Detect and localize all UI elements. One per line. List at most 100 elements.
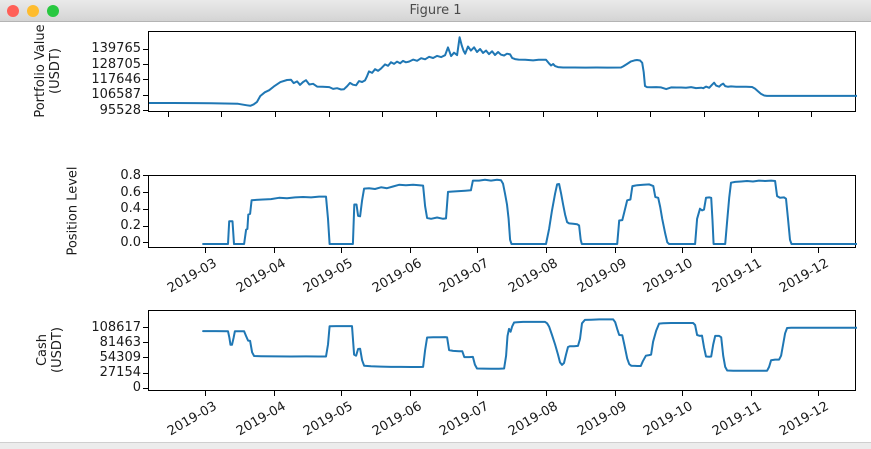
cash-x-tick-label: 2019-04	[233, 399, 289, 440]
portfolio-value-y-tick-label: 128705	[91, 56, 141, 72]
position-level-y-tick-mark	[143, 175, 148, 177]
cash-x-tick-mark	[681, 391, 683, 396]
position-level-y-tick-label: 0.4	[120, 201, 141, 217]
cash-x-tick-mark	[410, 391, 412, 396]
portfolio-axis-label-line1: Portfolio Value	[33, 24, 48, 118]
position-level-y-tick-label: 0.2	[120, 218, 141, 234]
cash-axis-label-line2: (USDT)	[50, 327, 65, 373]
portfolio-value-x-tick-mark	[650, 112, 652, 117]
position-level-x-tick-label: 2019-04	[233, 256, 289, 297]
position-level-y-tick-label: 0.6	[120, 184, 141, 200]
position-level-x-tick-mark	[205, 248, 207, 253]
position-level-x-tick-mark	[274, 248, 276, 253]
cash-x-tick-mark	[477, 391, 478, 396]
cash-axes	[148, 310, 857, 391]
cash-y-tick-mark	[143, 342, 148, 344]
portfolio-value-x-tick-mark	[274, 112, 276, 117]
portfolio-value-x-tick-mark	[382, 112, 384, 117]
window-titlebar: Figure 1	[0, 0, 871, 22]
position-level-x-tick-mark	[477, 248, 478, 253]
portfolio-value-y-tick-label: 95528	[99, 102, 141, 118]
cash-x-tick-mark	[750, 391, 752, 396]
cash-y-tick-label: 108617	[91, 319, 141, 335]
position-level-x-tick-mark	[615, 248, 617, 253]
portfolio-value-x-tick-mark	[811, 112, 813, 117]
position-level-x-tick-mark	[410, 248, 412, 253]
position-level-x-tick-label: 2019-11	[710, 256, 765, 297]
cash-y-tick-label: 0	[132, 380, 141, 396]
portfolio-value-line	[149, 36, 857, 107]
cash-axis-label: Cash (USDT)	[35, 327, 65, 373]
cash-x-tick-label: 2019-12	[777, 399, 832, 440]
position-level-x-tick-label: 2019-10	[641, 256, 696, 297]
portfolio-value-plot-area	[149, 36, 857, 107]
position-level-x-tick-label: 2019-03	[164, 256, 220, 297]
cash-x-tick-label: 2019-09	[574, 399, 630, 440]
position-level-y-tick-mark	[143, 225, 148, 227]
position-level-x-tick-label: 2019-08	[505, 256, 561, 297]
cash-x-tick-label: 2019-11	[710, 399, 765, 440]
portfolio-value-x-tick-mark	[435, 112, 437, 117]
cash-y-tick-mark	[143, 387, 148, 389]
minimize-button[interactable]	[27, 5, 39, 17]
portfolio-value-x-tick-mark	[328, 112, 330, 117]
position-level-x-tick-label: 2019-12	[777, 256, 832, 297]
position-level-plot-area	[202, 178, 857, 245]
portfolio-value-y-tick-mark	[143, 110, 148, 112]
portfolio-value-x-tick-mark	[596, 112, 598, 117]
window-title: Figure 1	[409, 3, 462, 18]
cash-x-tick-label: 2019-03	[164, 399, 220, 440]
portfolio-value-axes	[148, 31, 857, 112]
position-level-y-tick-mark	[143, 192, 148, 194]
position-level-x-tick-mark	[341, 248, 343, 253]
position-level-x-tick-label: 2019-05	[300, 256, 356, 297]
zoom-button[interactable]	[47, 5, 59, 17]
cash-x-tick-label: 2019-08	[505, 399, 561, 440]
portfolio-value-y-tick-mark	[143, 64, 148, 66]
cash-x-tick-mark	[341, 391, 343, 396]
portfolio-value-y-tick-mark	[143, 48, 148, 50]
cash-x-tick-label: 2019-10	[641, 399, 696, 440]
cash-y-tick-label: 54309	[99, 349, 141, 365]
portfolio-value-y-tick-label: 139765	[91, 41, 141, 57]
position-level-x-tick-label: 2019-06	[369, 256, 425, 297]
position-level-y-tick-label: 0.8	[120, 167, 141, 183]
cash-x-tick-label: 2019-07	[436, 399, 491, 440]
portfolio-value-x-tick-mark	[167, 112, 169, 117]
portfolio-value-x-tick-mark	[704, 112, 706, 117]
cash-x-tick-mark	[205, 391, 207, 396]
position-level-x-tick-label: 2019-09	[574, 256, 630, 297]
cash-axis-label-line1: Cash	[35, 333, 50, 367]
portfolio-axis-label: Portfolio Value (USDT)	[33, 24, 63, 117]
position-level-y-tick-mark	[143, 208, 148, 210]
window-controls	[7, 5, 59, 17]
portfolio-value-y-tick-mark	[143, 94, 148, 96]
position-level-axes	[148, 175, 857, 248]
toolbar-edge	[0, 442, 871, 449]
cash-plot-area	[202, 318, 857, 372]
portfolio-value-y-tick-label: 117646	[91, 71, 141, 87]
cash-y-tick-mark	[143, 372, 148, 374]
cash-y-tick-label: 81463	[99, 334, 141, 350]
cash-x-tick-mark	[615, 391, 617, 396]
position-level-x-tick-mark	[681, 248, 683, 253]
portfolio-axis-label-line2: (USDT)	[48, 48, 63, 94]
portfolio-value-y-tick-mark	[143, 79, 148, 81]
cash-x-tick-mark	[274, 391, 276, 396]
cash-x-tick-label: 2019-06	[369, 399, 425, 440]
portfolio-value-x-tick-mark	[221, 112, 223, 117]
position-level-x-tick-label: 2019-07	[436, 256, 491, 297]
cash-y-tick-mark	[143, 357, 148, 359]
portfolio-value-x-tick-mark	[543, 112, 545, 117]
position-level-line	[202, 178, 857, 245]
position-level-y-tick-mark	[143, 242, 148, 244]
position-level-x-tick-mark	[817, 248, 819, 253]
cash-line	[202, 318, 857, 372]
close-button[interactable]	[7, 5, 19, 17]
position-level-x-tick-mark	[750, 248, 752, 253]
portfolio-value-x-tick-mark	[757, 112, 759, 117]
position-level-x-tick-mark	[546, 248, 548, 253]
portfolio-value-y-tick-label: 106587	[91, 87, 141, 103]
